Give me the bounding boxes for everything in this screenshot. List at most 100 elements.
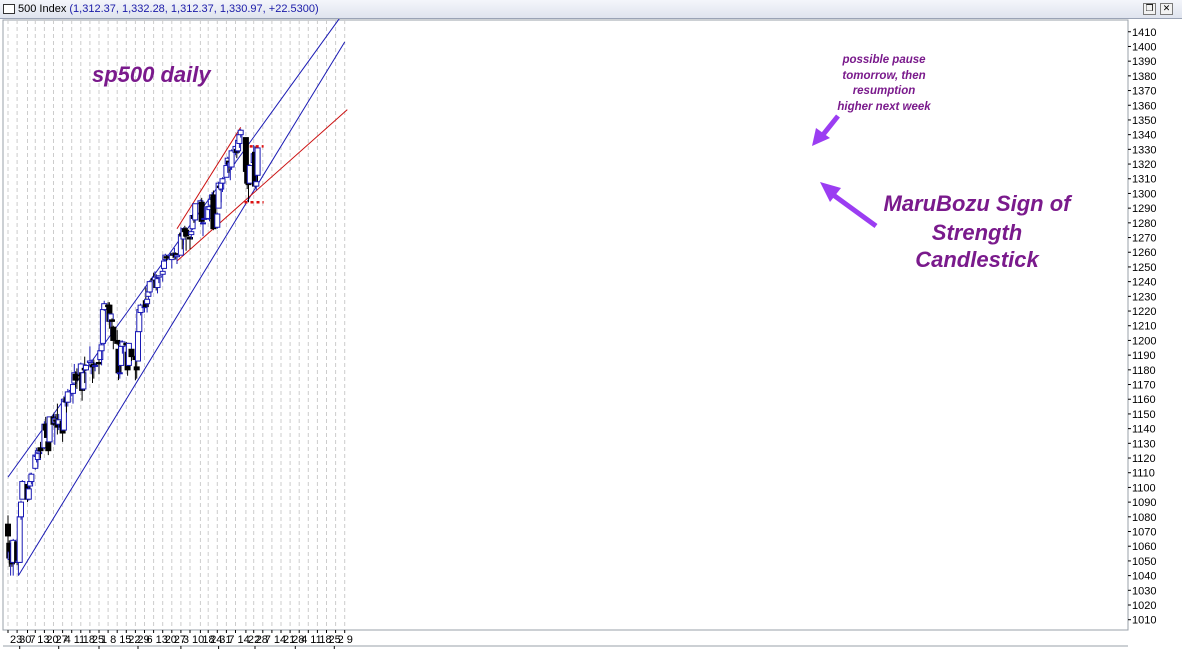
x-day-label: 23 — [10, 634, 22, 646]
x-day-label: 6 — [147, 634, 153, 646]
index-name: 500 Index — [18, 3, 67, 15]
x-day-label: 3 — [183, 634, 189, 646]
bullish-candle — [135, 330, 141, 362]
y-tick-label: 1230 — [1132, 291, 1156, 303]
bullish-candle — [28, 472, 35, 485]
bullish-candle — [19, 480, 26, 500]
candle-body — [110, 326, 117, 341]
candle-body — [174, 254, 180, 258]
trendline — [17, 41, 346, 576]
note-line-3: resumption — [853, 85, 916, 97]
trendlines — [7, 10, 348, 576]
x-day-label: 21 — [283, 634, 295, 646]
bearish-candle — [37, 441, 44, 459]
x-day-label: 31 — [219, 634, 231, 646]
x-day-label: 9 — [347, 634, 353, 646]
x-day-label: 27 — [174, 634, 186, 646]
candle-body — [192, 203, 199, 221]
trendline — [176, 109, 348, 262]
y-tick-label: 1090 — [1132, 497, 1156, 509]
bullish-candle — [98, 343, 105, 366]
y-tick-label: 1280 — [1132, 218, 1156, 230]
bullish-candle — [237, 128, 244, 138]
bullish-candle — [192, 203, 199, 222]
candle-body — [99, 309, 106, 344]
y-tick-label: 1190 — [1132, 350, 1156, 362]
bullish-candle — [92, 362, 99, 372]
x-day-label: 22 — [248, 634, 260, 646]
candle-body — [45, 441, 52, 452]
y-tick-label: 1360 — [1132, 100, 1156, 112]
x-day-label: 14 — [274, 634, 286, 646]
x-day-label: 13 — [156, 634, 168, 646]
candle-body — [144, 298, 151, 305]
candle-body — [25, 488, 32, 500]
x-day-label: 15 — [119, 634, 131, 646]
y-tick-label: 1080 — [1132, 512, 1156, 524]
annotations: sp500 daily possible pause tomorrow, the… — [92, 54, 1073, 272]
y-tick-label: 1260 — [1132, 247, 1156, 259]
candle-body — [98, 344, 105, 352]
candle-body — [96, 361, 102, 365]
candle-body — [28, 473, 35, 483]
bullish-candle — [83, 363, 89, 372]
note-line-4: higher next week — [837, 101, 931, 113]
x-day-label: 14 — [238, 634, 250, 646]
y-tick-label: 1290 — [1132, 203, 1156, 215]
bullish-candle — [159, 266, 166, 282]
y-tick-label: 1340 — [1132, 130, 1156, 142]
y-axis: 1010 1020 1030 1040 1050 1060 1070 1080 1090 1100… — [1128, 27, 1156, 627]
y-tick-label: 1010 — [1132, 615, 1156, 627]
bullish-candle — [64, 388, 71, 407]
x-day-label: 7 — [30, 634, 36, 646]
x-day-label: 11 — [310, 634, 321, 646]
y-tick-label: 1100 — [1132, 482, 1156, 494]
y-tick-label: 1350 — [1132, 115, 1156, 127]
candle-body — [254, 147, 261, 176]
marubozu-line-3: Candlestick — [915, 247, 1040, 272]
y-tick-label: 1410 — [1132, 27, 1156, 39]
candle-body — [16, 516, 23, 563]
bullish-candle — [155, 275, 162, 284]
candle-body — [237, 129, 244, 136]
y-tick-label: 1330 — [1132, 144, 1156, 156]
y-tick-label: 1210 — [1132, 321, 1156, 333]
x-day-label: 20 — [46, 634, 58, 646]
window-icon — [3, 4, 15, 14]
candles — [5, 128, 261, 576]
note-line-1: possible pause — [841, 54, 926, 66]
y-tick-label: 1310 — [1132, 174, 1156, 186]
y-tick-label: 1220 — [1132, 306, 1156, 318]
trendline — [176, 127, 242, 229]
candle-body — [116, 372, 123, 375]
candle-body — [200, 222, 206, 225]
marubozu-line-2: Strength — [932, 220, 1022, 245]
x-day-label: 1 — [101, 634, 107, 646]
y-tick-label: 1160 — [1132, 394, 1156, 406]
y-tick-label: 1020 — [1132, 600, 1156, 612]
close-icon[interactable]: ✕ — [1160, 3, 1173, 15]
candle-body — [188, 231, 195, 236]
x-day-label: 8 — [110, 634, 116, 646]
candle-body — [135, 331, 141, 362]
y-tick-label: 1070 — [1132, 527, 1156, 539]
candle-body — [246, 165, 253, 184]
bearish-candle — [128, 348, 135, 362]
candle-body — [187, 237, 193, 240]
bearish-candle — [198, 197, 205, 225]
candle-body — [37, 447, 44, 452]
restore-icon[interactable]: ❐ — [1143, 3, 1156, 15]
bullish-candle — [246, 164, 253, 184]
y-tick-label: 1060 — [1132, 541, 1156, 553]
candle-body — [154, 278, 161, 289]
bullish-candle — [80, 366, 87, 391]
bullish-candle — [16, 515, 23, 563]
bullish-candle — [146, 281, 153, 294]
y-tick-label: 1150 — [1132, 409, 1156, 421]
x-day-label: 20 — [165, 634, 177, 646]
candle-body — [219, 178, 226, 184]
y-tick-label: 1130 — [1132, 438, 1156, 450]
arrow-to-marubozu — [820, 182, 878, 229]
y-tick-label: 1400 — [1132, 41, 1156, 53]
